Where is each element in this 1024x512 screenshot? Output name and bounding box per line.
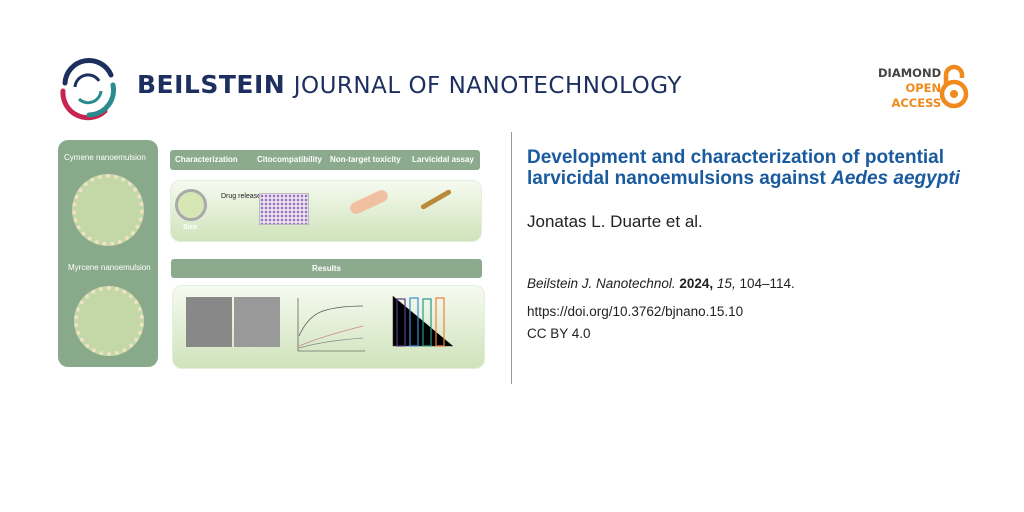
nanoemulsion-panel: Cymene nanoemulsion Myrcene nanoemulsion xyxy=(58,140,158,367)
diamond-open-access-badge: DIAMOND OPEN ACCESS xyxy=(878,66,941,111)
mosquito-larva-icon xyxy=(420,188,452,211)
results-label: Results xyxy=(312,264,341,273)
badge-diamond: DIAMOND xyxy=(878,66,942,80)
step-larvicidal-assay: Larvicidal assay xyxy=(412,155,474,164)
beilstein-logo-icon xyxy=(60,57,116,121)
step-non-target-toxicity: Non-target toxicity xyxy=(330,155,401,164)
steps-header: Characterization Citocompatibility Non-t… xyxy=(170,150,480,170)
step-citocompatibility: Citocompatibility xyxy=(257,155,322,164)
mortality-chart-icon xyxy=(392,296,453,347)
tem-image-b xyxy=(234,297,280,347)
title-text: Development and characterization of pote… xyxy=(527,147,945,189)
cymene-droplet-icon xyxy=(72,174,144,246)
cymene-label: Cymene nanoemulsion xyxy=(64,153,146,162)
step-characterization: Characterization xyxy=(175,155,238,164)
volume: 15, xyxy=(716,276,736,291)
results-panel xyxy=(172,285,485,369)
size-label: Size xyxy=(183,224,198,231)
brand-rest: JOURNAL OF NANOTECHNOLOGY xyxy=(293,73,682,99)
citation: Beilstein J. Nanotechnol. 2024, 15, 104–… xyxy=(527,276,795,291)
larva-icon xyxy=(348,188,390,216)
journal-brand[interactable]: BEILSTEIN JOURNAL OF NANOTECHNOLOGY xyxy=(137,70,682,99)
badge-access: ACCESS xyxy=(891,96,942,110)
methods-panel: Drug release Size xyxy=(170,180,482,242)
badge-open: OPEN xyxy=(905,81,942,95)
drug-release-label: Drug release xyxy=(221,193,262,200)
journal-name: Beilstein J. Nanotechnol. xyxy=(527,276,676,291)
tem-image-a xyxy=(186,297,232,347)
droplet-icon xyxy=(175,189,207,221)
license: CC BY 4.0 xyxy=(527,326,591,341)
title-species: Aedes aegypti xyxy=(831,168,960,189)
results-header: Results xyxy=(171,259,482,278)
article-title[interactable]: Development and characterization of pote… xyxy=(527,147,987,189)
year: 2024, xyxy=(679,276,714,291)
divider xyxy=(511,132,512,384)
pages: 104–114. xyxy=(739,276,795,291)
open-lock-icon xyxy=(939,64,969,109)
myrcene-droplet-icon xyxy=(74,286,144,356)
brand-bold: BEILSTEIN xyxy=(137,70,286,99)
authors: Jonatas L. Duarte et al. xyxy=(527,212,703,231)
well-plate-icon xyxy=(259,193,309,225)
myrcene-label: Myrcene nanoemulsion xyxy=(68,263,151,272)
release-chart-icon xyxy=(297,298,365,352)
doi-link[interactable]: https://doi.org/10.3762/bjnano.15.10 xyxy=(527,304,744,319)
